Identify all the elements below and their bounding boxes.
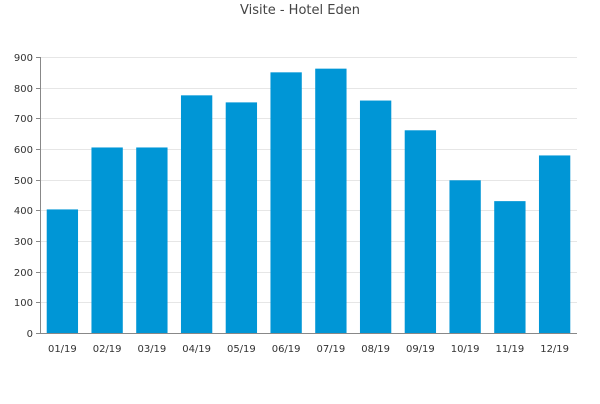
x-tick-label: 08/19	[361, 344, 390, 355]
y-tick-label: 900	[14, 53, 33, 64]
x-tick-label: 06/19	[272, 344, 301, 355]
y-tick-label: 600	[14, 145, 33, 156]
x-tick-label: 03/19	[137, 344, 166, 355]
x-tick-label: 05/19	[227, 344, 256, 355]
y-tick-label: 200	[14, 268, 33, 279]
bar	[494, 201, 526, 333]
x-tick-label: 04/19	[182, 344, 211, 355]
y-tick-label: 300	[14, 237, 33, 248]
bar	[359, 100, 392, 334]
bar	[404, 130, 437, 333]
bar	[46, 209, 79, 333]
bar	[91, 147, 123, 333]
bar	[225, 102, 258, 334]
x-tick-label: 12/19	[540, 344, 569, 355]
y-tick-label: 100	[14, 298, 33, 309]
y-tick-label: 400	[14, 206, 33, 217]
bars	[46, 68, 571, 334]
bar	[538, 155, 571, 333]
x-tick-label: 11/19	[495, 344, 524, 355]
y-tick-label: 500	[14, 176, 33, 187]
y-tick-label: 700	[14, 114, 33, 125]
bar	[136, 147, 168, 333]
x-tick-label: 07/19	[316, 344, 345, 355]
grid-lines	[40, 57, 577, 303]
bar	[270, 72, 302, 333]
bar	[315, 68, 347, 334]
x-tick-labels: 01/19 02/19 03/19 04/19 05/19 06/19 07/19 08/19…	[48, 344, 569, 355]
chart-title: Visite - Hotel Eden	[240, 3, 360, 18]
y-tick-label: 800	[14, 84, 33, 95]
x-tick-label: 10/19	[451, 344, 480, 355]
bar	[180, 95, 213, 333]
x-tick-label: 01/19	[48, 344, 77, 355]
x-tick-label: 02/19	[93, 344, 122, 355]
y-tick-labels: 0 100 200 300 400 500 600 700 800 900	[14, 53, 33, 340]
y-tick-label: 0	[27, 329, 33, 340]
bar	[449, 180, 481, 333]
axes	[36, 57, 577, 334]
x-tick-label: 09/19	[406, 344, 435, 355]
